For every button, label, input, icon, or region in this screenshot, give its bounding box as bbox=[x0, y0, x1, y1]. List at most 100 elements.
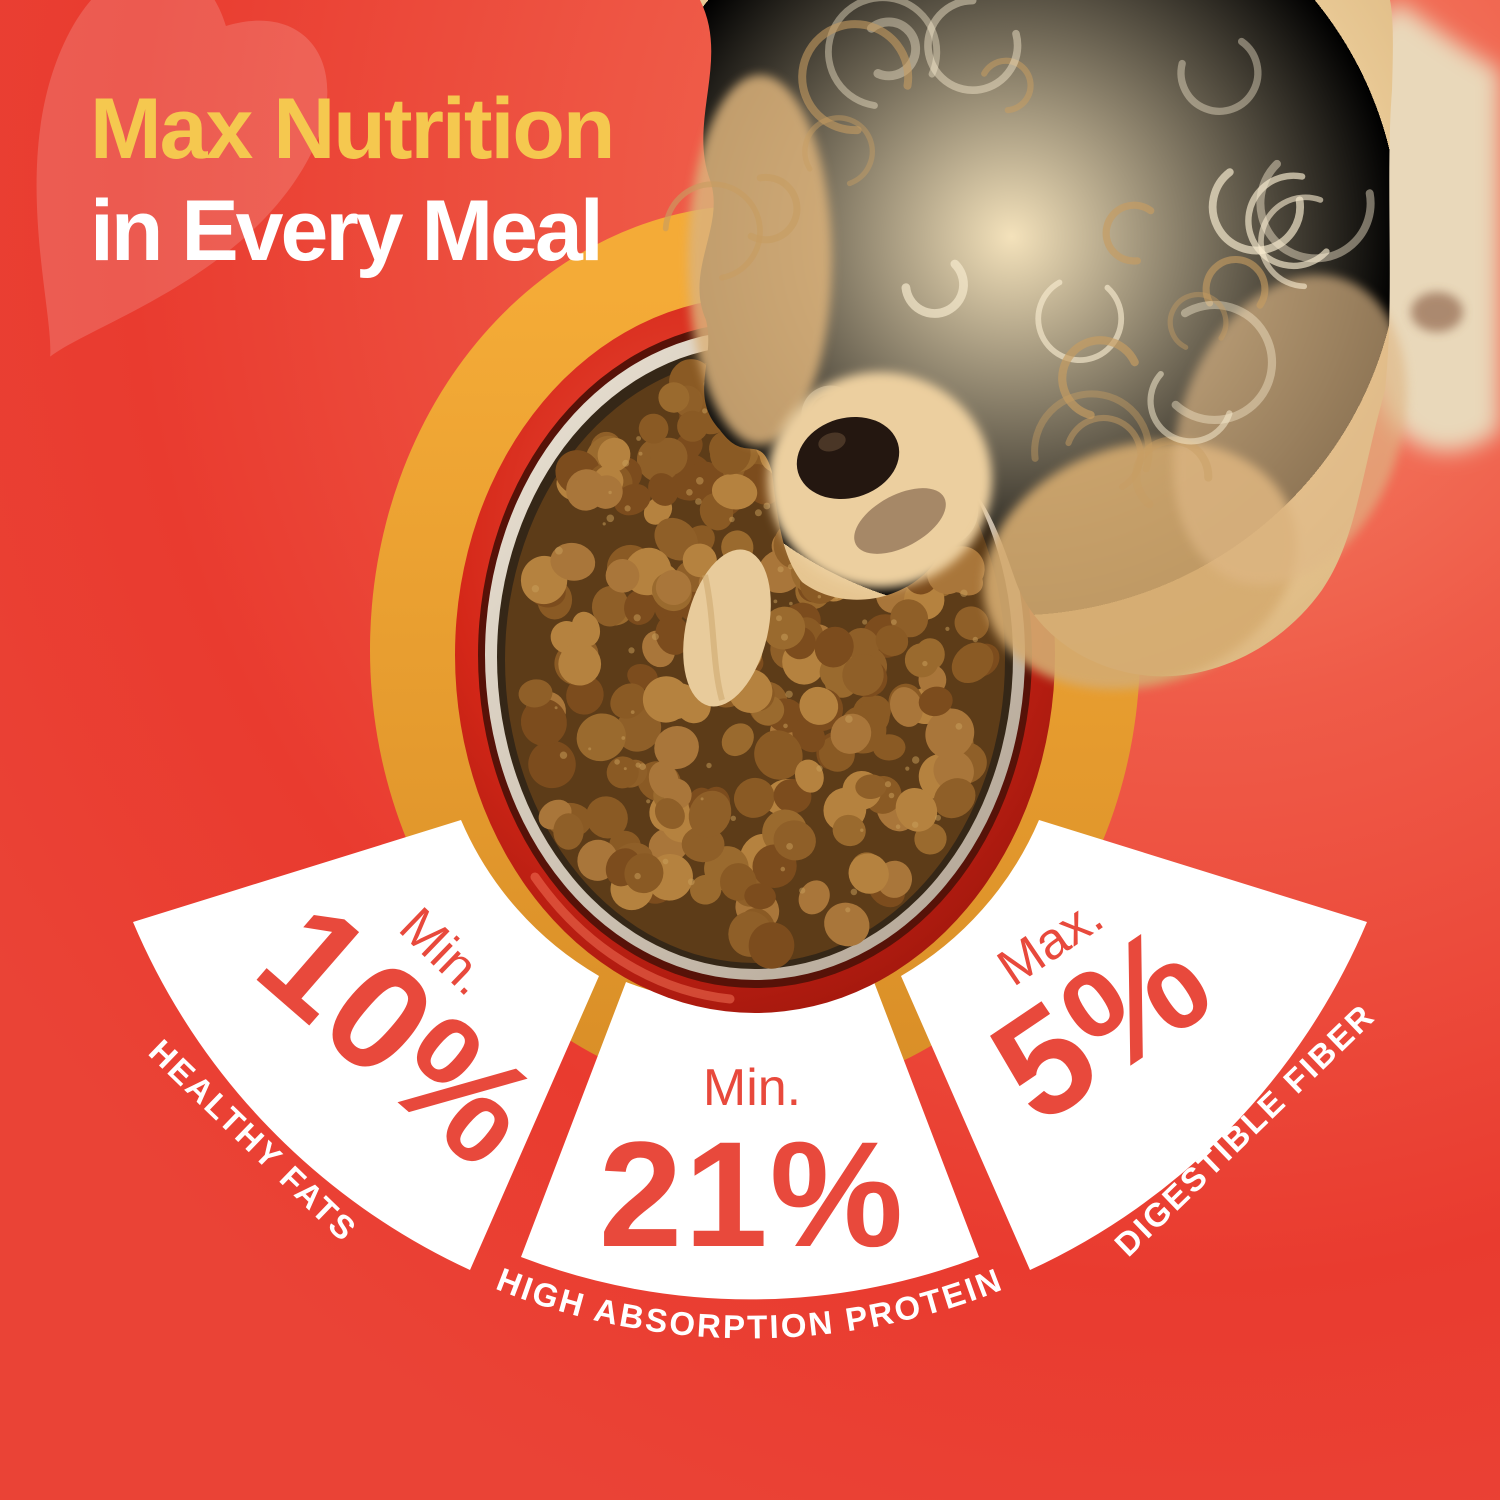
kibble-speckle bbox=[972, 636, 978, 643]
kibble-speckle bbox=[783, 723, 788, 729]
dog-photo bbox=[662, 0, 1500, 707]
dog-fur-curl bbox=[1202, 256, 1269, 309]
kibble-speckle bbox=[785, 690, 793, 698]
stat-qualifier-protein: Min. bbox=[703, 1059, 801, 1117]
dog-fur-curl bbox=[1058, 336, 1139, 420]
stat-fan bbox=[133, 820, 1367, 1300]
dog-nose-highlight bbox=[818, 432, 846, 452]
kibble-speckle bbox=[891, 619, 897, 625]
dog-fur-curl bbox=[747, 173, 801, 244]
kibble-speckle bbox=[531, 585, 540, 593]
dog-fur-curl bbox=[802, 115, 875, 187]
kibble-speckle bbox=[845, 715, 853, 723]
kibble-piece bbox=[848, 853, 889, 894]
kibble-piece bbox=[798, 880, 830, 915]
dog-fur-curl bbox=[1171, 300, 1277, 425]
kibble-speckle bbox=[687, 878, 695, 886]
dog-fur-curl bbox=[1258, 194, 1324, 290]
kibble-piece bbox=[773, 820, 816, 861]
kibble-piece bbox=[711, 473, 758, 510]
kibble-speckle bbox=[696, 477, 704, 485]
kibble-piece bbox=[658, 382, 690, 413]
dog-fur-curl bbox=[1102, 201, 1155, 265]
kibble-speckle bbox=[780, 866, 786, 872]
page-title-line2: in Every Meal bbox=[90, 183, 601, 279]
kibble-piece bbox=[585, 796, 628, 839]
kibble-piece bbox=[889, 687, 923, 727]
dog-fur-curls bbox=[662, 0, 1375, 547]
kibble-piece bbox=[951, 642, 994, 684]
kibble-speckle bbox=[695, 498, 702, 505]
stat-wedge-healthy-fats bbox=[133, 820, 599, 1270]
dog-fur-curl bbox=[1208, 168, 1304, 255]
kibble-piece bbox=[754, 730, 803, 780]
kibble-piece bbox=[642, 676, 690, 723]
kibble-speckle bbox=[960, 589, 968, 597]
kibble-speckle bbox=[633, 614, 641, 622]
kibble-piece bbox=[904, 643, 939, 678]
kibble-speckle bbox=[614, 759, 620, 765]
kibble-piece bbox=[762, 606, 806, 650]
kibble-piece bbox=[650, 437, 688, 476]
kibble-speckle bbox=[888, 792, 895, 799]
dog-fur-curl bbox=[1256, 159, 1375, 263]
kibble-speckle bbox=[850, 888, 858, 896]
kibble-speckle bbox=[754, 509, 762, 517]
kibble-piece bbox=[933, 778, 976, 819]
kibble-piece bbox=[824, 902, 870, 947]
kibble-speckle bbox=[624, 505, 631, 512]
stat-value-protein: 21% bbox=[599, 1110, 905, 1278]
kibble-speckle bbox=[700, 797, 704, 801]
kibble-speckle bbox=[622, 459, 630, 467]
kibble-speckle bbox=[630, 710, 635, 714]
kibble-speckle bbox=[884, 781, 892, 788]
kibble-speckle bbox=[781, 633, 788, 641]
dog-fur-curl bbox=[901, 259, 968, 318]
kibble-speckle bbox=[786, 843, 793, 850]
kibble-speckle bbox=[776, 615, 782, 622]
dog-fur-curl bbox=[798, 20, 913, 135]
kibble-piece bbox=[677, 410, 709, 442]
kibble-speckle bbox=[554, 706, 558, 710]
kibble-piece bbox=[624, 589, 656, 625]
kibble-piece bbox=[610, 683, 648, 719]
dog-fur-curl bbox=[866, 17, 921, 81]
kibble-speckle bbox=[922, 660, 928, 667]
kibble-speckle bbox=[623, 767, 627, 771]
kibble-piece bbox=[605, 558, 640, 593]
dog-fur-curl bbox=[1035, 279, 1125, 363]
kibble-speckle bbox=[912, 756, 920, 764]
kibble-speckle bbox=[905, 766, 910, 771]
kibble-piece bbox=[571, 611, 601, 647]
kibble-speckle bbox=[816, 765, 823, 772]
kibble-piece bbox=[597, 437, 631, 472]
kibble-piece bbox=[648, 473, 679, 506]
kibble-speckle bbox=[817, 595, 821, 599]
kibble-speckle bbox=[862, 619, 868, 625]
kibble-piece bbox=[518, 679, 553, 708]
kibble-speckle bbox=[636, 436, 641, 441]
dog-muzzle-shadow bbox=[854, 488, 946, 554]
dog-fur-curl bbox=[924, 0, 1022, 94]
kibble-piece bbox=[606, 756, 639, 789]
dog-fur-curl bbox=[1245, 172, 1330, 270]
kibble-speckle bbox=[639, 763, 646, 770]
dog-fur-curl bbox=[662, 181, 763, 281]
kibble-speckle bbox=[638, 451, 643, 456]
kibble-speckle bbox=[628, 647, 635, 654]
kibble-speckle bbox=[651, 633, 659, 641]
dog-fur-curl bbox=[1177, 37, 1262, 115]
dog-fur-curl bbox=[981, 57, 1034, 114]
dog-fur-curl bbox=[1132, 436, 1213, 509]
kibble-piece bbox=[875, 625, 909, 657]
kibble-piece bbox=[843, 628, 880, 663]
stat-wedge-fiber bbox=[901, 820, 1367, 1270]
kibble-speckle bbox=[799, 887, 806, 894]
kibble-speckle bbox=[777, 566, 784, 573]
kibble-speckle bbox=[555, 546, 563, 555]
kibble-speckle bbox=[789, 601, 793, 606]
kibble-piece bbox=[744, 883, 776, 910]
kibble-piece bbox=[654, 798, 685, 830]
